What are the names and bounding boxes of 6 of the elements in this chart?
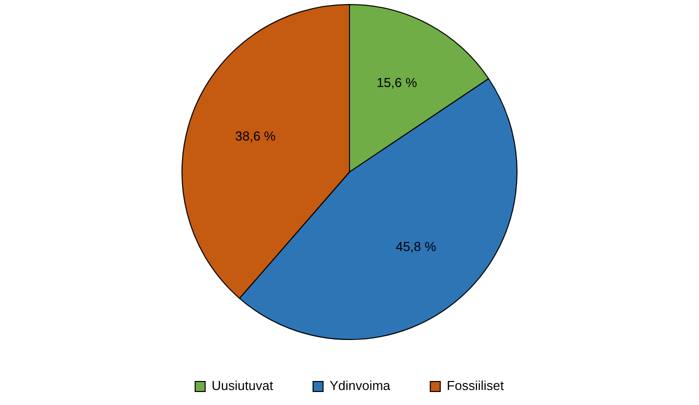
legend-label: Ydinvoima <box>330 378 392 394</box>
legend-label: Fossiiliset <box>446 378 504 394</box>
data-label: 45,8 % <box>396 238 437 254</box>
data-label: 38,6 % <box>235 128 276 144</box>
data-label: 15,6 % <box>376 74 418 90</box>
legend-label: Uusiutuvat <box>212 378 274 394</box>
